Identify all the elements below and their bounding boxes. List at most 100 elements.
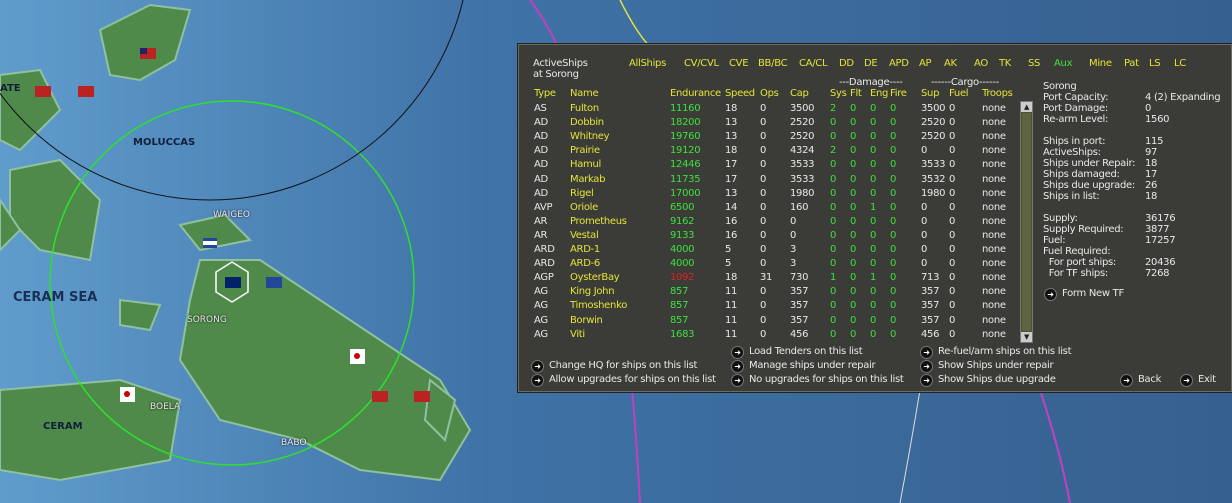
- filter-tab-pat[interactable]: Pat: [1124, 58, 1139, 69]
- ship-cell-ops: 0: [760, 145, 767, 157]
- ship-name-link[interactable]: King John: [570, 286, 615, 298]
- ship-cell-fire: 0: [890, 173, 897, 185]
- ship-cell-cap: 2520: [790, 131, 815, 143]
- column-header-name[interactable]: Name: [570, 88, 599, 99]
- ship-cell-cap: 3533: [790, 159, 815, 171]
- ship-name-link[interactable]: Fulton: [570, 103, 599, 114]
- filter-tab-cvcvl[interactable]: CV/CVL: [684, 58, 719, 69]
- ship-name-link[interactable]: Dobbin: [570, 117, 604, 129]
- ship-cell-sup: 357: [921, 314, 940, 326]
- ship-cell-cap: 1980: [790, 187, 815, 199]
- column-header-sys[interactable]: Sys: [830, 88, 847, 99]
- column-header-flt[interactable]: Flt: [850, 88, 862, 99]
- scroll-thumb[interactable]: [1022, 113, 1031, 331]
- ship-cell-endurance: 19760: [670, 131, 701, 143]
- filter-tab-mine[interactable]: Mine: [1089, 58, 1112, 69]
- ship-cell-fire: 0: [890, 145, 897, 157]
- ship-cell-troops: none: [982, 117, 1006, 129]
- ship-name-link[interactable]: Prometheus: [570, 215, 627, 227]
- ship-name-link[interactable]: Whitney: [570, 131, 610, 143]
- column-header-fuel[interactable]: Fuel: [949, 88, 969, 99]
- ship-cell-sys: 0: [830, 201, 837, 213]
- filter-tab-ak[interactable]: AK: [944, 58, 957, 69]
- action-label: Change HQ for ships on this list: [549, 360, 698, 371]
- filter-tab-ao[interactable]: AO: [974, 58, 988, 69]
- ship-name-link[interactable]: OysterBay: [570, 272, 620, 284]
- ship-cell-sup: 1980: [921, 187, 946, 199]
- filter-tab-ap[interactable]: AP: [919, 58, 932, 69]
- ship-cell-sup: 456: [921, 328, 940, 340]
- filter-tab-cve[interactable]: CVE: [729, 58, 749, 69]
- ship-cell-endurance: 9162: [670, 215, 695, 227]
- ship-cell-endurance: 4000: [670, 258, 695, 270]
- ship-cell-endurance: 11735: [670, 173, 701, 185]
- ship-name-link[interactable]: Markab: [570, 173, 606, 185]
- column-header-cap[interactable]: Cap: [790, 88, 809, 99]
- column-header-fire[interactable]: Fire: [890, 88, 907, 99]
- ship-cell-fuel: 0: [949, 314, 956, 326]
- ship-cell-speed: 13: [725, 131, 738, 143]
- column-header-sup[interactable]: Sup: [921, 88, 940, 99]
- filter-tab-ls[interactable]: LS: [1149, 58, 1161, 69]
- ship-name-link[interactable]: Vestal: [570, 229, 599, 241]
- ship-name-link[interactable]: Borwin: [570, 314, 603, 326]
- arrow-right-icon: ➜: [731, 346, 744, 359]
- column-header-speed[interactable]: Speed: [725, 88, 755, 99]
- ship-cell-type: AR: [534, 229, 548, 241]
- info-label: Ships damaged:: [1043, 169, 1120, 180]
- ship-cell-fuel: 0: [949, 328, 956, 340]
- info-label: For port ships:: [1043, 257, 1117, 268]
- filter-tab-allships[interactable]: AllShips: [629, 58, 667, 69]
- filter-tab-tk[interactable]: TK: [999, 58, 1012, 69]
- ship-name-link[interactable]: Oriole: [570, 201, 599, 213]
- ship-cell-speed: 5: [725, 258, 732, 270]
- ship-cell-fuel: 0: [949, 229, 956, 241]
- column-header-type[interactable]: Type: [534, 88, 556, 99]
- ship-cell-speed: 16: [725, 229, 738, 241]
- ship-cell-endurance: 6500: [670, 201, 695, 213]
- scroll-up-arrow-icon[interactable]: ▲: [1021, 102, 1032, 112]
- ship-cell-sup: 0: [921, 215, 928, 227]
- ship-cell-sys: 2: [830, 145, 837, 157]
- ship-name-link[interactable]: ARD-6: [570, 258, 600, 270]
- filter-tab-apd[interactable]: APD: [889, 58, 909, 69]
- info-value: 17257: [1145, 235, 1176, 246]
- ship-cell-flt: 0: [850, 286, 857, 298]
- column-header-endurance[interactable]: Endurance: [670, 88, 721, 99]
- ship-cell-fire: 0: [890, 103, 897, 114]
- ship-cell-fire: 0: [890, 215, 897, 227]
- column-header-eng[interactable]: Eng: [870, 88, 889, 99]
- filter-tab-aux[interactable]: Aux: [1054, 58, 1073, 69]
- filter-tab-dd[interactable]: DD: [839, 58, 854, 69]
- ship-cell-speed: 18: [725, 103, 738, 114]
- filter-tab-de[interactable]: DE: [864, 58, 878, 69]
- ship-cell-type: AR: [534, 215, 548, 227]
- panel-title: ActiveShips: [533, 58, 588, 69]
- column-header-ops[interactable]: Ops: [760, 88, 779, 99]
- ship-cell-troops: none: [982, 244, 1006, 255]
- ship-cell-type: AD: [534, 131, 548, 143]
- ship-cell-endurance: 1092: [670, 272, 695, 284]
- scroll-down-arrow-icon[interactable]: ▼: [1021, 332, 1032, 342]
- action-label: Load Tenders on this list: [749, 346, 863, 357]
- ship-name-link[interactable]: ARD-1: [570, 244, 600, 255]
- ship-name-link[interactable]: Rigel: [570, 187, 594, 199]
- ship-cell-sys: 0: [830, 258, 837, 270]
- ship-name-link[interactable]: Hamul: [570, 159, 602, 171]
- ship-cell-type: AD: [534, 187, 548, 199]
- ship-cell-flt: 0: [850, 159, 857, 171]
- ship-cell-eng: 0: [870, 117, 877, 129]
- filter-tab-bbbc[interactable]: BB/BC: [758, 58, 788, 69]
- filter-tab-ss[interactable]: SS: [1028, 58, 1041, 69]
- filter-tab-lc[interactable]: LC: [1174, 58, 1186, 69]
- list-scrollbar[interactable]: ▲ ▼: [1020, 101, 1033, 343]
- arrow-right-icon: ➜: [531, 374, 544, 387]
- ship-name-link[interactable]: Prairie: [570, 145, 600, 157]
- ship-name-link[interactable]: Timoshenko: [570, 300, 628, 312]
- ship-cell-speed: 17: [725, 159, 738, 171]
- action-label: Show Ships under repair: [938, 360, 1054, 371]
- filter-tab-cacl[interactable]: CA/CL: [799, 58, 828, 69]
- column-header-troops[interactable]: Troops: [982, 88, 1013, 99]
- ship-cell-flt: 0: [850, 215, 857, 227]
- ship-name-link[interactable]: Viti: [570, 328, 585, 340]
